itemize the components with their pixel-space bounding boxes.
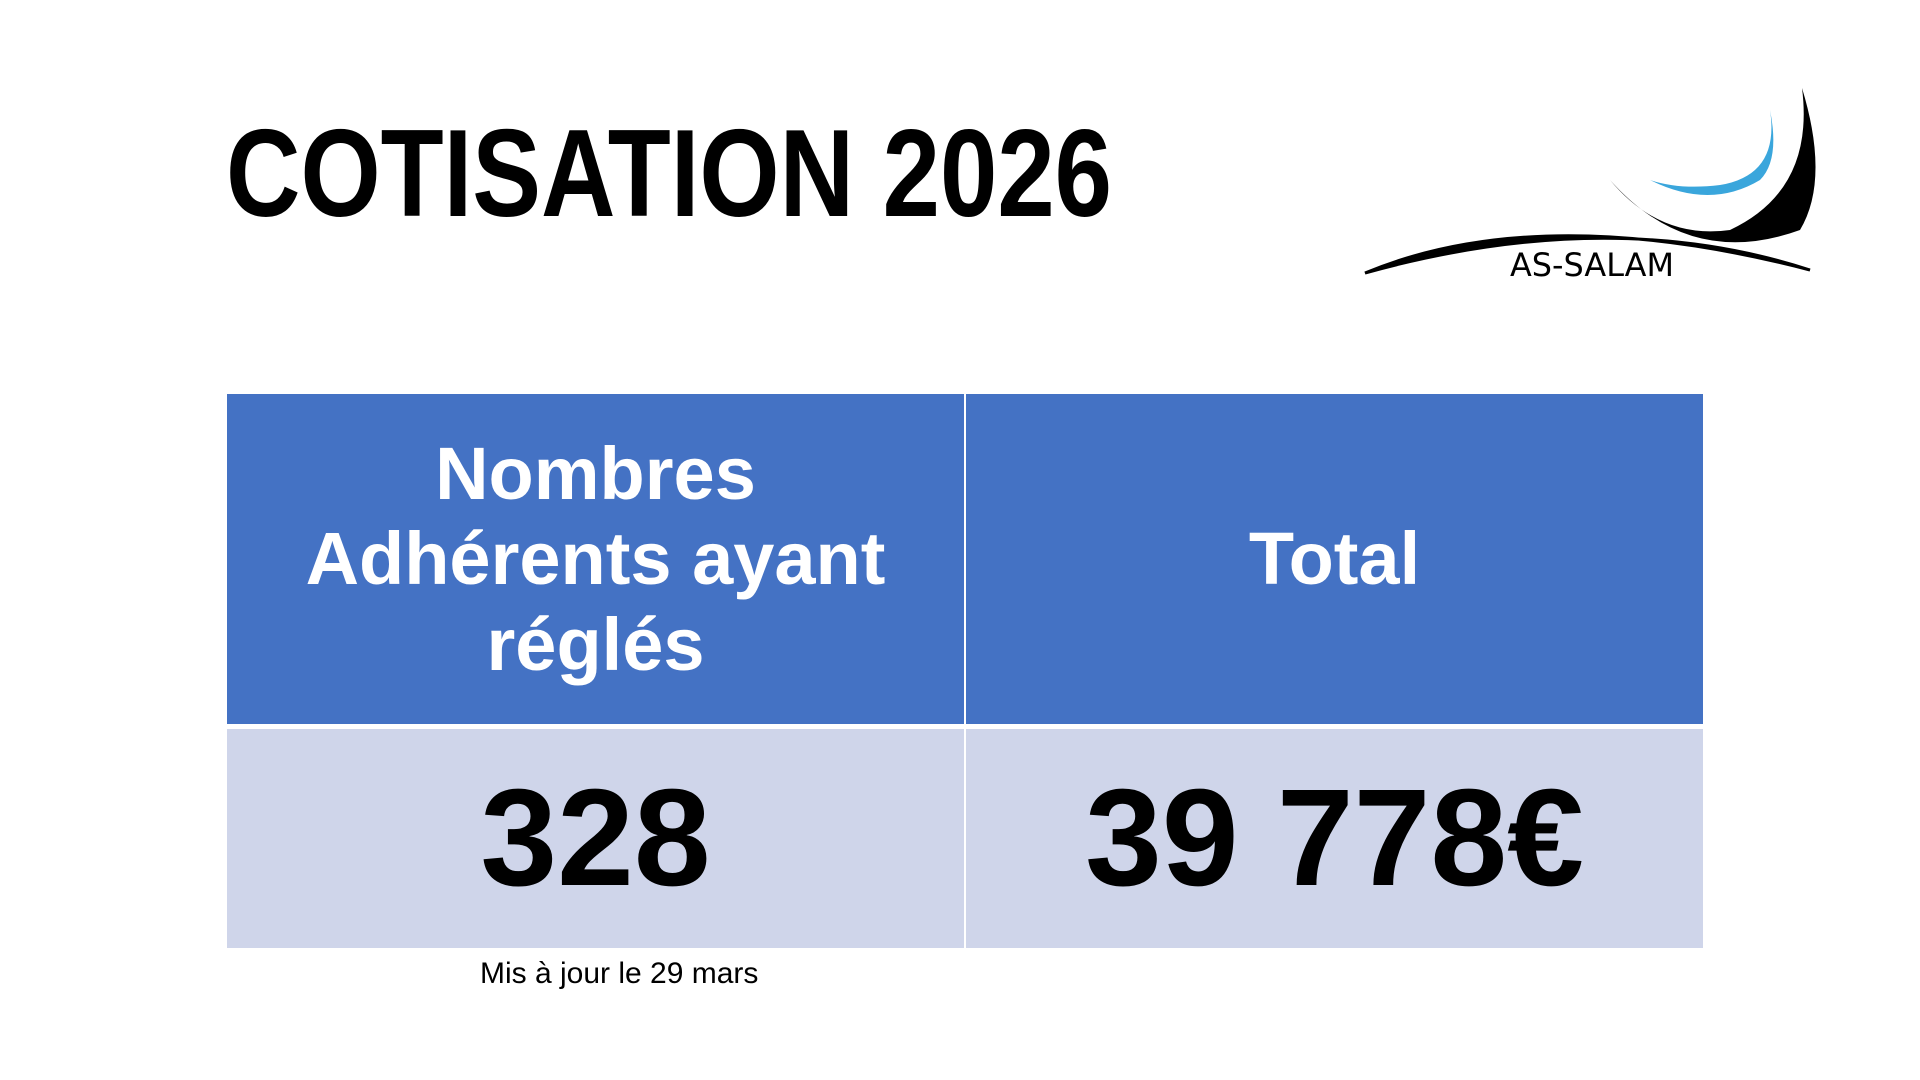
data-row: 328 39 778€ [227, 726, 1703, 948]
title: COTISATION 2026 [226, 105, 1112, 243]
title-area: COTISATION 2026 [226, 105, 1112, 243]
logo-crescent-blue [1650, 110, 1774, 195]
update-note: Mis à jour le 29 mars [480, 957, 759, 990]
logo-crescent [1610, 88, 1816, 243]
logo: AS-SALAM [1364, 88, 1816, 284]
header-row: Nombres Adhérents ayant réglés Total [227, 394, 1703, 729]
column-header: Total [965, 394, 1703, 729]
cell: 39 778€ [965, 726, 1703, 948]
logo-text: AS-SALAM [1510, 246, 1674, 284]
summary-table: Nombres Adhérents ayant réglés Total 328… [227, 394, 1703, 948]
cell: 328 [227, 726, 966, 948]
column-header: Nombres Adhérents ayant réglés [227, 394, 966, 729]
logo-arc [1364, 234, 1811, 275]
